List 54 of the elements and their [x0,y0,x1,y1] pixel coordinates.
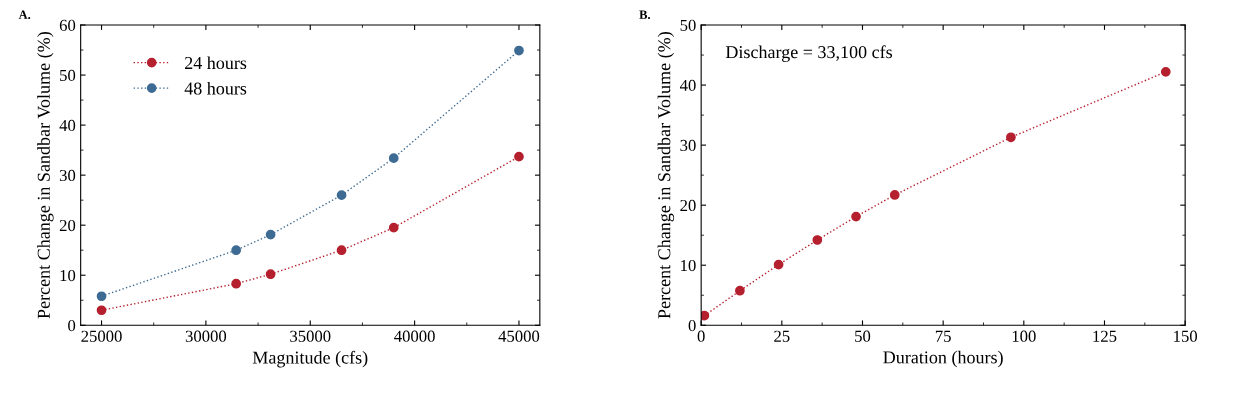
x-tick-label: 150 [1174,330,1198,342]
point [336,245,347,256]
y-axis-title: Percent Change in Sandbar Volume (%) [37,32,54,319]
y-tick-label: 0 [68,319,76,332]
x-tick-label: 35000 [290,330,331,342]
y-axis-title: Percent Change in Sandbar Volume (%) [657,32,675,319]
y-tick-label: 40 [679,79,696,92]
y-tick-label: 0 [688,319,696,332]
x-tick-label: 45000 [498,330,540,342]
point [231,245,242,256]
y-tick-label: 10 [60,269,76,282]
x-axis-title: Magnitude (cfs) [252,350,368,368]
point [96,305,107,316]
x-tick-label: 40000 [394,330,435,342]
point [812,235,823,245]
y-tick-label: 20 [59,219,76,232]
point [1160,66,1171,77]
x-tick-label: 25000 [81,330,122,342]
y-tick-label: 30 [59,169,76,182]
point [231,278,242,289]
x-tick-label: 30000 [185,330,227,342]
point [773,259,784,270]
x-tick-label: 125 [1093,330,1117,342]
point [388,222,399,233]
point [265,229,276,240]
x-tick-label: 50 [855,330,871,342]
y-tick-label: 10 [681,259,696,272]
x-axis-title: Duration (hours) [883,350,1003,368]
point [388,153,399,163]
point [336,190,347,201]
y-tick-label: 30 [680,139,696,152]
point [735,285,745,296]
point [889,190,900,200]
x-tick-label: 75 [935,330,951,342]
x-tick-label: 100 [1012,330,1036,342]
text: A. [18,10,31,19]
y-tick-label: 60 [59,19,76,31]
y-tick-label: 20 [680,199,696,212]
point [514,45,524,56]
point [851,211,861,222]
text: B. [639,10,651,19]
x-tick-label: 0 [697,330,705,342]
point [1006,132,1016,143]
point [701,310,710,321]
y-tick-label: 50 [60,69,76,82]
point [514,151,524,162]
y-tick-label: 50 [680,19,696,31]
point [265,269,276,280]
point [96,291,107,302]
x-tick-label: 25 [774,330,790,342]
y-tick-label: 40 [59,119,76,132]
legend-label: 24 hours [185,56,247,70]
annotation: Discharge = 33,100 cfs [725,45,893,62]
legend-label: 48 hours [184,81,247,95]
